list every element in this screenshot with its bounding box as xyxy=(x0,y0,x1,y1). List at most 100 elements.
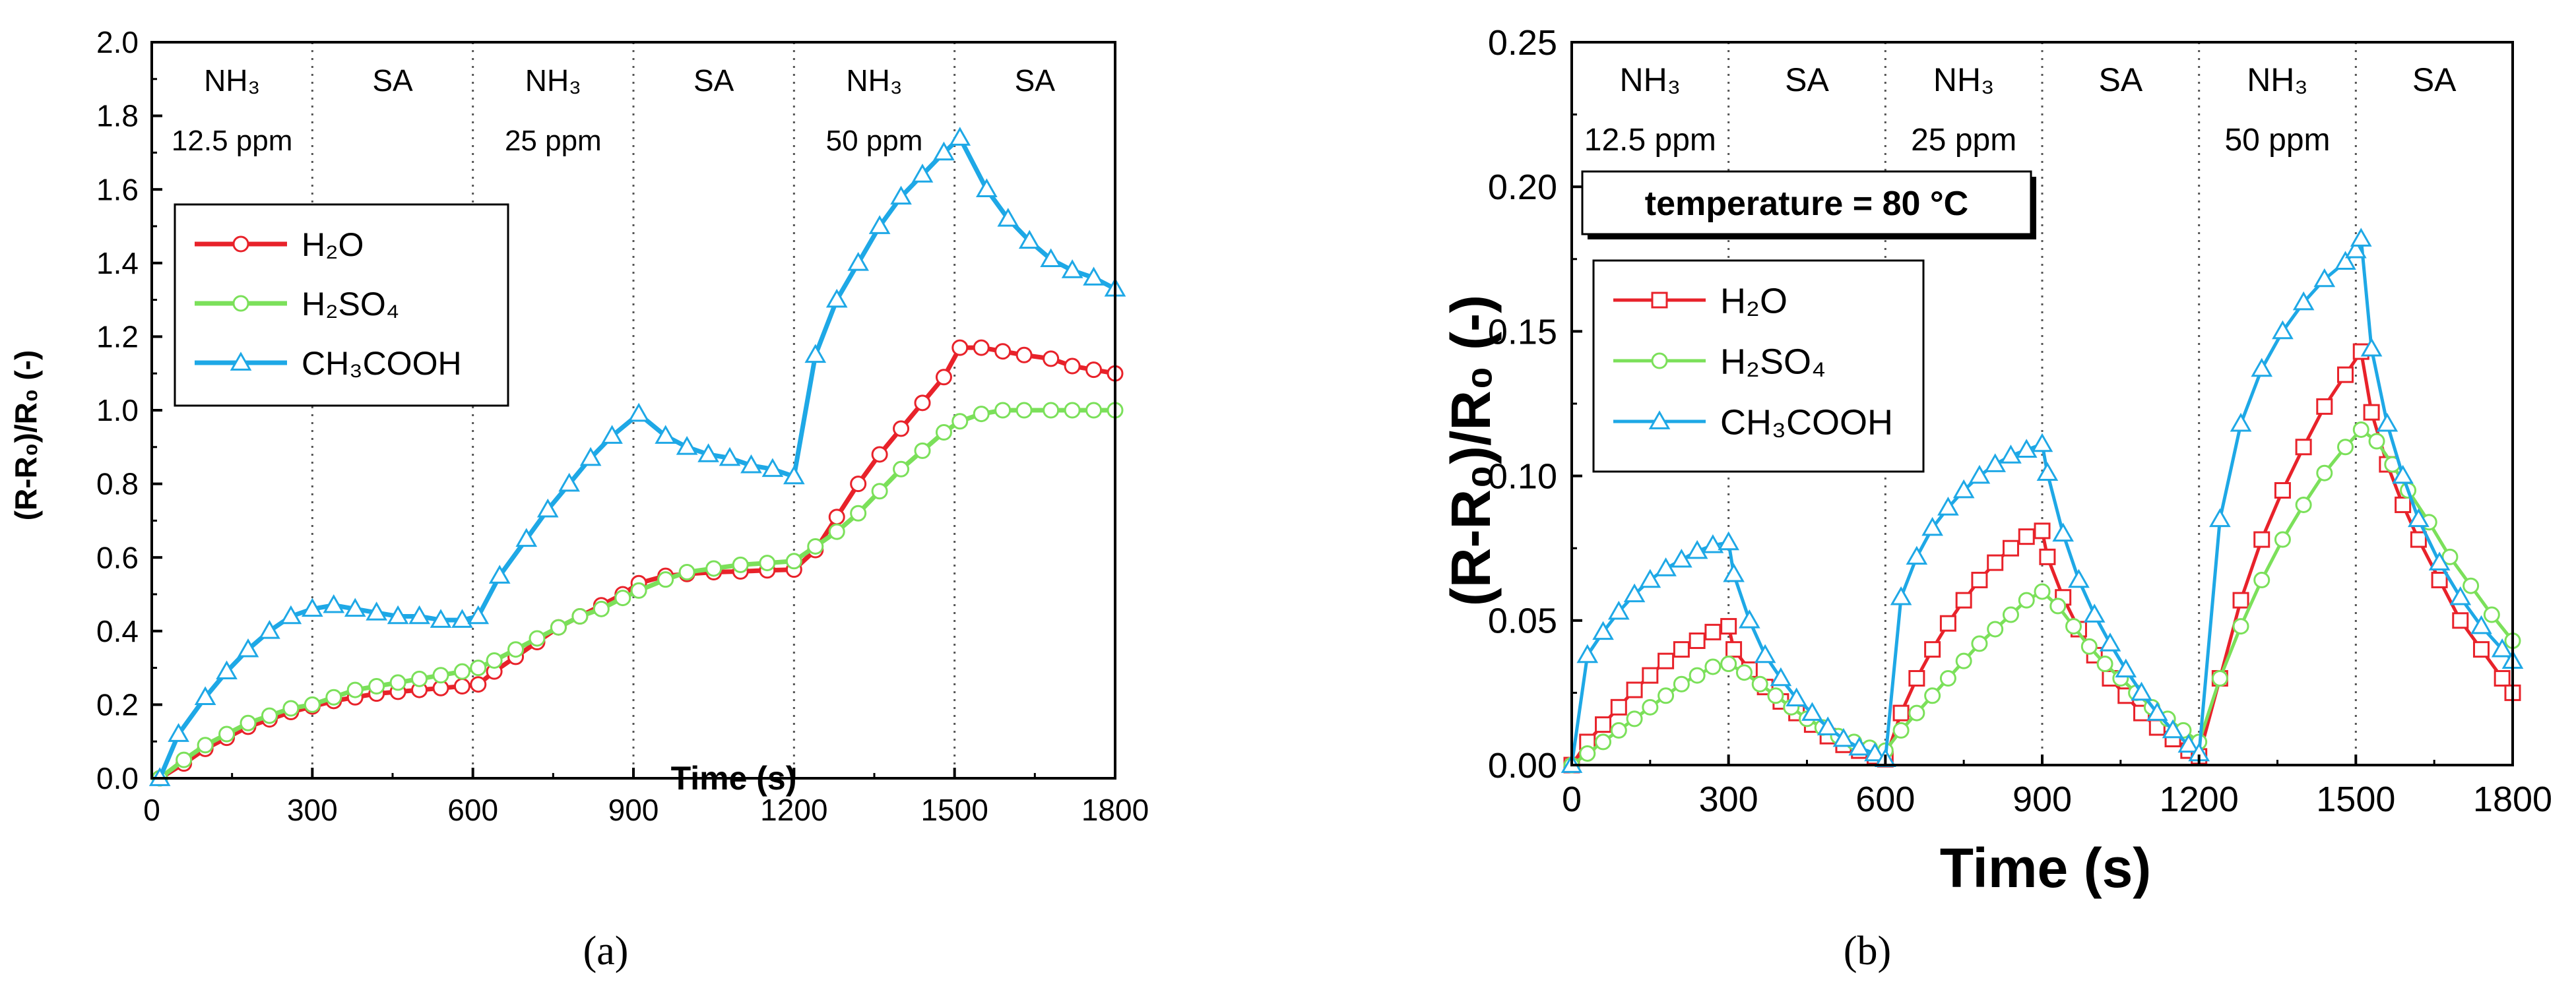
y-tick-label-b-5: 0.25 xyxy=(1488,23,1557,63)
data-point-b-1-28 xyxy=(2002,606,2019,623)
data-point-a-2-40 xyxy=(1018,230,1041,249)
data-point-b-2-11 xyxy=(1723,563,1745,582)
data-point-b-2-37 xyxy=(2115,658,2137,678)
data-point-b-2-41 xyxy=(2177,733,2200,753)
data-point-b-0-56 xyxy=(2452,612,2469,629)
x-tick-label-b-0: 0 xyxy=(1562,780,1582,819)
data-point-b-1-29 xyxy=(2018,592,2035,609)
data-point-b-1-32 xyxy=(2065,618,2082,635)
annotation-text: temperature = 80 °C xyxy=(1645,185,1968,223)
data-point-b-0-22 xyxy=(1892,704,1910,722)
data-point-a-2-42 xyxy=(1061,259,1083,278)
data-point-a-1-9 xyxy=(346,681,364,698)
data-point-b-0-48 xyxy=(2316,398,2333,415)
data-point-a-1-4 xyxy=(240,714,257,731)
chart-b-axes: 0 300 600 900 1200 1500 1800 0.00 0.05 0.10 0.15 0.… xyxy=(1488,23,2552,819)
data-point-b-2-16 xyxy=(1801,702,1823,721)
data-point-a-1-2 xyxy=(197,737,214,754)
data-point-b-0-44 xyxy=(2232,592,2249,609)
chart-a-ylabel: (R-R₀)/R₀ (-) xyxy=(9,350,43,521)
y-tick-label-a-8: 1.6 xyxy=(96,172,139,206)
data-point-b-2-49 xyxy=(2334,251,2356,270)
data-point-b-2-17 xyxy=(1817,716,1839,735)
data-point-a-0-42 xyxy=(1064,357,1081,375)
data-point-b-2-19 xyxy=(1848,736,1871,756)
x-tick-label-b-3: 900 xyxy=(2012,780,2072,819)
data-point-b-0-6 xyxy=(1658,652,1675,669)
chart-panel-b: NH₃ 12.5 ppm SA NH₃ 25 ppm SA NH₃ 50 ppm SA tempe… xyxy=(1440,23,2552,899)
data-point-a-0-34 xyxy=(893,420,910,437)
legend-label-a-2: CH₃COOH xyxy=(302,345,462,382)
data-point-b-1-3 xyxy=(1610,722,1627,739)
y-tick-label-b-2: 0.10 xyxy=(1488,457,1557,497)
data-point-b-0-2 xyxy=(1595,716,1612,733)
data-point-a-2-7 xyxy=(301,598,323,617)
data-point-a-0-38 xyxy=(973,339,990,356)
data-point-a-1-6 xyxy=(282,700,300,717)
data-point-b-2-14 xyxy=(1770,667,1792,687)
data-point-b-1-44 xyxy=(2274,531,2291,548)
phase-gas-a-4: NH₃ xyxy=(846,63,902,98)
data-point-a-2-14 xyxy=(451,609,473,628)
chart-panel-a: NH₃ 12.5 ppm SA NH₃ 25 ppm SA NH₃ 50 ppm SA 0 300… xyxy=(9,25,1149,827)
data-point-a-2-26 xyxy=(719,447,741,466)
data-point-b-0-55 xyxy=(2431,571,2448,588)
phase-gas-b-4: NH₃ xyxy=(2247,61,2308,98)
data-point-a-2-35 xyxy=(911,164,934,183)
phase-gas-a-3: SA xyxy=(693,63,734,98)
y-tick-label-a-10: 2.0 xyxy=(96,25,139,59)
data-point-a-0-40 xyxy=(1015,346,1033,363)
x-tick-label-a-1: 300 xyxy=(287,793,338,827)
data-point-b-0-5 xyxy=(1642,667,1659,684)
data-point-b-0-26 xyxy=(1955,592,1972,609)
chart-a-plot-area: NH₃ 12.5 ppm SA NH₃ 25 ppm SA NH₃ 50 ppm SA xyxy=(148,42,1126,787)
legend-label-b-2: CH₃COOH xyxy=(1720,402,1893,442)
legend-marker-a-2 xyxy=(230,352,252,371)
data-point-a-1-25 xyxy=(678,564,695,581)
data-point-b-2-32 xyxy=(2036,462,2059,481)
phase-conc-b-4: 50 ppm xyxy=(2224,123,2330,158)
data-point-b-2-57 xyxy=(2449,586,2472,605)
data-point-a-1-32 xyxy=(850,505,867,522)
data-point-b-2-2 xyxy=(1592,621,1614,640)
data-point-a-0-15 xyxy=(470,676,487,693)
data-point-b-1-54 xyxy=(2463,577,2480,594)
data-point-b-2-13 xyxy=(1754,644,1776,664)
phase-conc-b-0: 12.5 ppm xyxy=(1584,123,1716,158)
data-point-b-1-41 xyxy=(2211,669,2228,687)
x-tick-label-a-5: 1500 xyxy=(920,793,988,827)
data-point-a-1-30 xyxy=(807,538,824,555)
x-tick-label-a-2: 600 xyxy=(447,793,498,827)
data-point-b-2-3 xyxy=(1607,600,1630,620)
x-tick-label-b-6: 1800 xyxy=(2473,780,2552,819)
data-point-b-0-47 xyxy=(2295,439,2312,456)
data-point-b-2-48 xyxy=(2313,268,2336,288)
data-point-a-1-35 xyxy=(914,442,931,459)
data-point-b-2-39 xyxy=(2146,702,2168,721)
data-point-a-2-27 xyxy=(740,454,762,474)
data-point-a-1-34 xyxy=(893,460,910,478)
data-point-b-0-8 xyxy=(1689,632,1706,649)
data-point-b-1-2 xyxy=(1595,733,1612,751)
data-point-b-2-6 xyxy=(1655,557,1677,576)
data-point-b-0-58 xyxy=(2494,669,2511,687)
x-tick-label-b-4: 1200 xyxy=(2160,780,2239,819)
data-point-a-2-36 xyxy=(933,141,955,161)
data-point-b-0-45 xyxy=(2253,531,2270,548)
y-tick-label-a-0: 0.0 xyxy=(96,761,139,795)
data-point-a-1-20 xyxy=(571,607,589,625)
data-point-a-1-39 xyxy=(994,402,1012,419)
data-point-a-2-32 xyxy=(847,252,870,271)
phase-gas-b-1: SA xyxy=(1785,61,1829,98)
data-point-b-1-42 xyxy=(2232,618,2249,635)
data-point-b-2-55 xyxy=(2408,508,2430,528)
data-point-a-2-6 xyxy=(280,605,302,625)
data-point-a-1-23 xyxy=(630,582,647,599)
chart-a-axes: 0 300 600 900 1200 1500 1800 0.0 0.2 0.4 0.6 0.8 1.0… xyxy=(96,25,1149,827)
data-point-a-2-16 xyxy=(488,565,511,584)
legend-marker-b-1 xyxy=(1651,352,1668,369)
data-point-a-2-34 xyxy=(890,185,912,205)
data-point-a-1-13 xyxy=(432,667,449,684)
data-point-b-2-45 xyxy=(2251,357,2273,377)
data-point-b-2-1 xyxy=(1576,644,1599,664)
